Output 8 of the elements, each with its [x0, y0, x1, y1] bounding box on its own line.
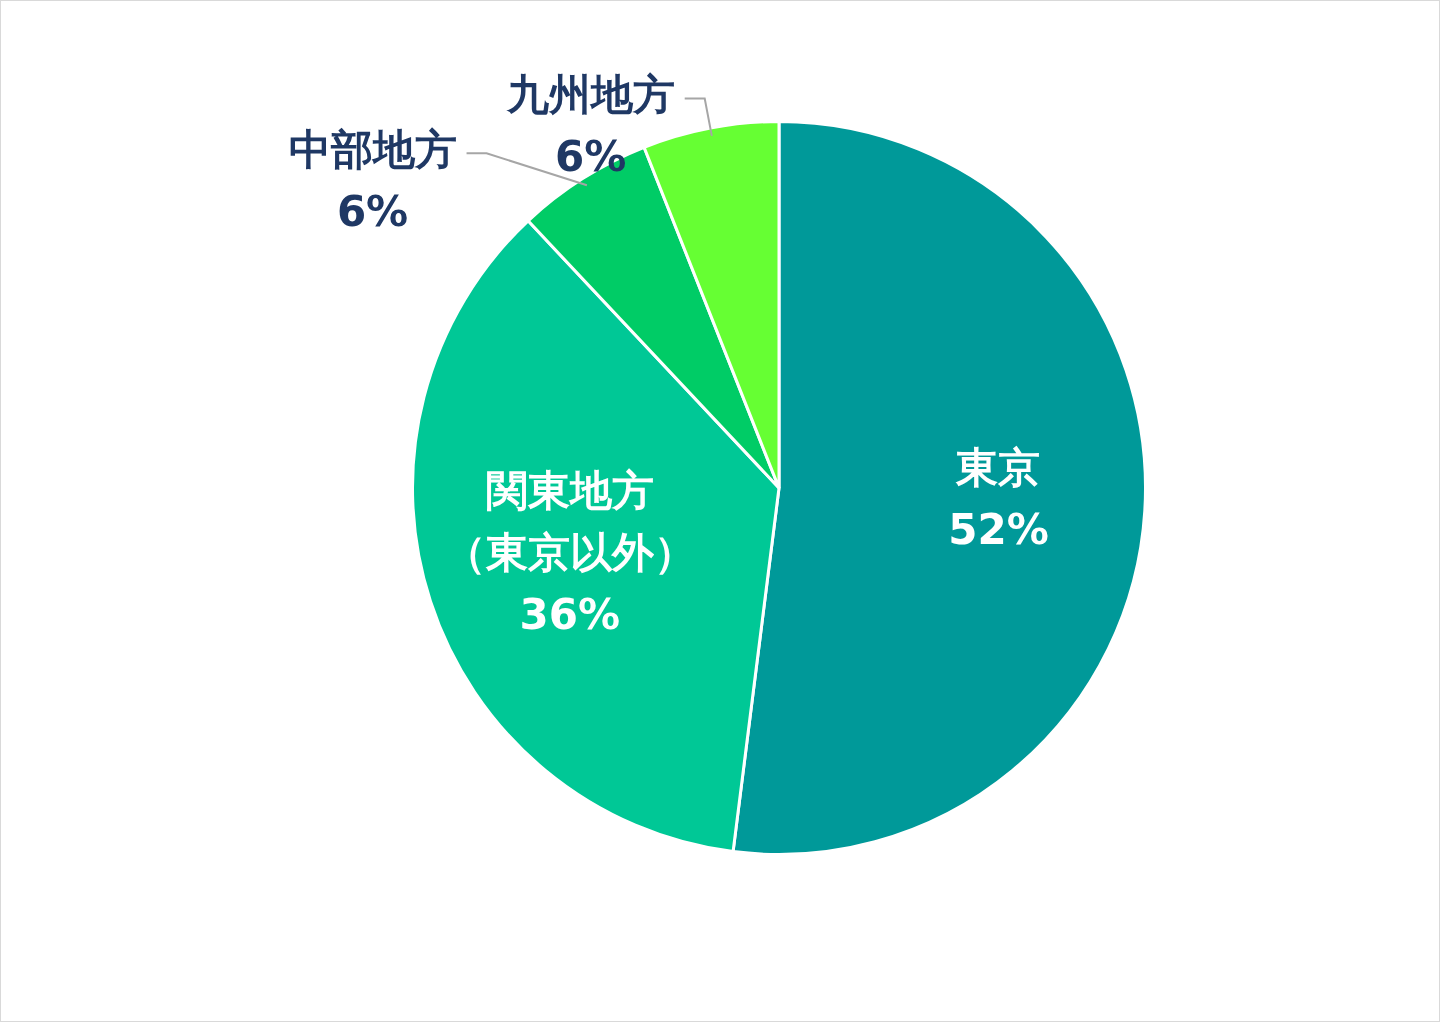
slice-label: 関東地方（東京以外） — [443, 465, 696, 577]
data-label: 52% — [948, 504, 1049, 554]
data-label: 36% — [519, 589, 621, 639]
data-label: 6% — [555, 132, 627, 182]
data-label: 6% — [336, 187, 409, 237]
slice-label: 九州地方 — [505, 70, 675, 120]
slice-label: 中部地方 — [288, 125, 457, 175]
slice-label: 東京 — [955, 442, 1041, 492]
